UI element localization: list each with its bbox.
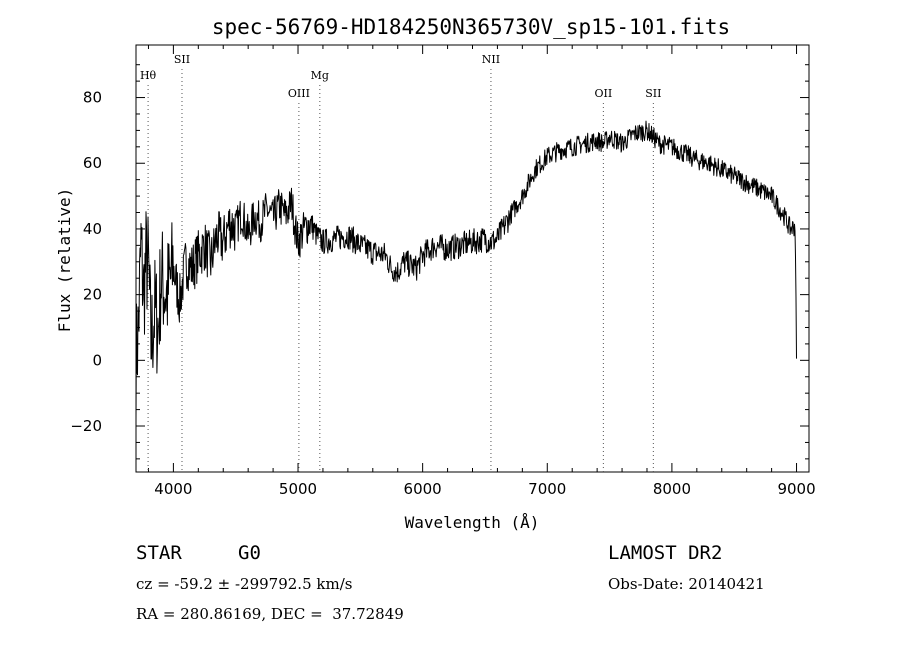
y-tick-label: 40 — [83, 220, 102, 238]
spectral-line-label: SII — [174, 53, 190, 66]
coordinates-text: RA = 280.86169, DEC = 37.72849 — [136, 605, 404, 623]
spectral-line-label: Mg — [311, 69, 329, 82]
y-axis-label: Flux (relative) — [55, 188, 74, 333]
plot-area: 4000 5000 6000 7000 8000 9000 −20 0 20 40 60 80 Hθ SI… — [70, 44, 816, 498]
redshift-text: cz = -59.2 ± -299792.5 km/s — [136, 575, 353, 593]
y-tick-label: 0 — [92, 351, 102, 369]
x-tick-label: 4000 — [154, 480, 192, 498]
spectrum-line — [135, 120, 797, 420]
object-class: STAR — [136, 542, 182, 564]
x-tick-label: 5000 — [279, 480, 317, 498]
y-tick-label: 20 — [83, 286, 102, 304]
spectral-line-label: Hθ — [140, 69, 157, 82]
x-tick-label: 6000 — [404, 480, 442, 498]
survey-name: LAMOST DR2 — [608, 542, 723, 564]
x-tick-label: 8000 — [653, 480, 691, 498]
y-tick-label: 60 — [83, 154, 102, 172]
spectral-line-label: SII — [645, 87, 661, 100]
x-tick-label: 9000 — [777, 480, 815, 498]
x-axis-label: Wavelength (Å) — [405, 513, 540, 532]
chart-title: spec-56769-HD184250N365730V_sp15-101.fit… — [212, 15, 730, 39]
spectral-line-label: NII — [482, 53, 500, 66]
y-tick-label: 80 — [83, 89, 102, 107]
spectral-line-label: OII — [595, 87, 613, 100]
obs-date-text: Obs-Date: 20140421 — [608, 575, 765, 593]
y-tick-label: −20 — [70, 417, 102, 435]
plot-frame — [135, 44, 810, 473]
spectral-line-label: OIII — [288, 87, 310, 100]
x-tick-label: 7000 — [528, 480, 566, 498]
subclass: G0 — [238, 542, 261, 564]
